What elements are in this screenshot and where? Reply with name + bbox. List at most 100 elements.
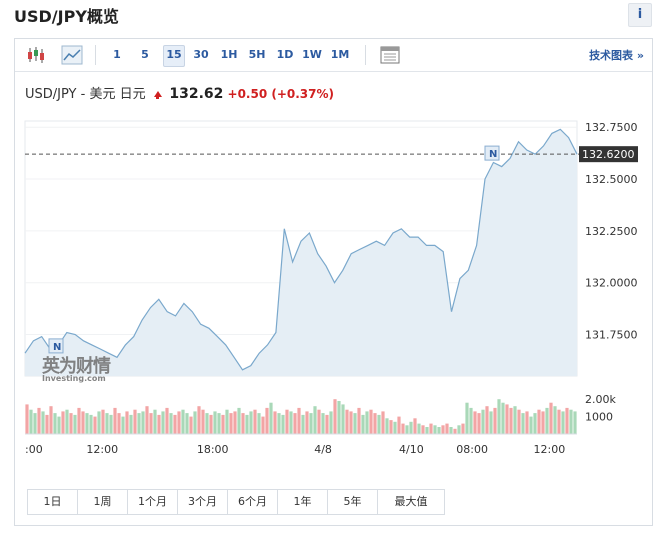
volume-bar [269,402,273,434]
volume-bar [349,411,353,434]
interval-1d[interactable]: 1D [276,48,294,61]
chart-panel: 1 5 15 30 1H 5H 1D 1W 1M 技术图表 » USD/JPY … [14,38,653,526]
volume-bar [65,409,69,434]
interval-15[interactable]: 15 [163,45,185,67]
period-1m[interactable]: 1个月 [128,490,178,514]
y-tick-label: 131.7500 [585,329,638,342]
volume-bar [449,427,453,434]
volume-bar [113,407,117,434]
volume-bar [533,413,537,434]
price-chart[interactable]: 132.7500 132.5000 132.2500 132.0000 131.7500… [15,39,652,484]
volume-bar [329,411,333,434]
volume-bar [133,409,137,434]
volume-bar [285,409,289,434]
up-arrow-icon [153,91,162,97]
candlestick-icon[interactable] [25,44,47,66]
period-1w[interactable]: 1周 [78,490,128,514]
volume-tick-label: 1000 [585,411,613,424]
volume-bar [253,409,257,434]
price-change-pct: (+0.37%) [271,87,334,101]
x-tick-label: 18:00 [197,443,229,456]
volume-bar [377,414,381,434]
volume-bar [153,409,157,434]
price-area [25,129,577,376]
volume-bar [513,406,517,434]
interval-5h[interactable]: 5H [248,48,266,61]
volume-bar [441,425,445,434]
volume-bar [429,423,433,434]
volume-bar [125,411,129,434]
investing-watermark: 英为财情 Investing.com [42,356,111,383]
volume-bar [185,413,189,434]
volume-bar [129,414,133,434]
volume-bar [345,409,349,434]
news-marker-label: N [53,342,61,353]
period-3m[interactable]: 3个月 [178,490,228,514]
volume-bar [209,414,213,434]
interval-1[interactable]: 1 [113,48,121,61]
volume-bar [369,409,373,434]
volume-bar [393,421,397,434]
tech-chart-link[interactable]: 技术图表 » [589,49,644,62]
period-1d[interactable]: 1日 [28,490,78,514]
volume-bar [301,414,305,434]
volume-bar [45,414,49,434]
volume-bar [77,407,81,434]
volume-bar [529,416,533,434]
volume-bar [145,406,149,434]
period-1y[interactable]: 1年 [278,490,328,514]
x-tick-label: 12:00 [86,443,118,456]
volume-bar [69,413,73,434]
volume-bar [233,411,237,434]
info-button[interactable]: i [628,3,652,27]
interval-30[interactable]: 30 [193,48,209,61]
price-line [24,128,578,371]
interval-5[interactable]: 5 [141,48,149,61]
chart-toolbar: 1 5 15 30 1H 5H 1D 1W 1M 技术图表 » [15,39,652,72]
period-5y[interactable]: 5年 [328,490,378,514]
volume-bar [573,411,577,434]
volume-bar [93,416,97,434]
volume-bar [29,409,33,434]
volume-bar [541,411,545,434]
volume-bar [201,409,205,434]
volume-bar [161,411,165,434]
volume-tick-label: 2.00k [585,393,616,406]
volume-bar [373,413,377,434]
volume-bar [433,425,437,434]
volume-bar [37,407,41,434]
x-tick-label: 4/8 [314,443,332,456]
x-tick-label: 12:00 [534,443,566,456]
volume-bar [89,414,93,434]
volume-bar [137,413,141,434]
volume-bar [305,411,309,434]
volume-bar [297,407,301,434]
volume-bar [273,411,277,434]
volume-bar [549,402,553,434]
interval-1m[interactable]: 1M [330,48,350,61]
volume-bar [489,411,493,434]
volume-bar [409,421,413,434]
volume-bar [277,413,281,434]
area-chart-icon[interactable] [61,44,83,66]
interval-1h[interactable]: 1H [220,48,238,61]
volume-bar [389,420,393,434]
volume-bar [465,402,469,434]
table-view-icon[interactable] [379,44,401,66]
volume-bar [245,414,249,434]
volume-bar [109,414,113,434]
x-tick-label: :00 [25,443,43,456]
volume-bar [321,413,325,434]
interval-1w[interactable]: 1W [302,48,322,61]
volume-bar [341,404,345,434]
volume-bar [357,407,361,434]
toolbar-separator [95,45,96,65]
volume-bar [249,411,253,434]
period-max[interactable]: 最大值 [378,490,444,514]
volume-bar [149,413,153,434]
period-6m[interactable]: 6个月 [228,490,278,514]
volume-bar [53,413,57,434]
volume-bar [521,413,525,434]
volume-bar [61,411,65,434]
pair-name: USD/JPY - 美元 日元 [25,87,146,102]
